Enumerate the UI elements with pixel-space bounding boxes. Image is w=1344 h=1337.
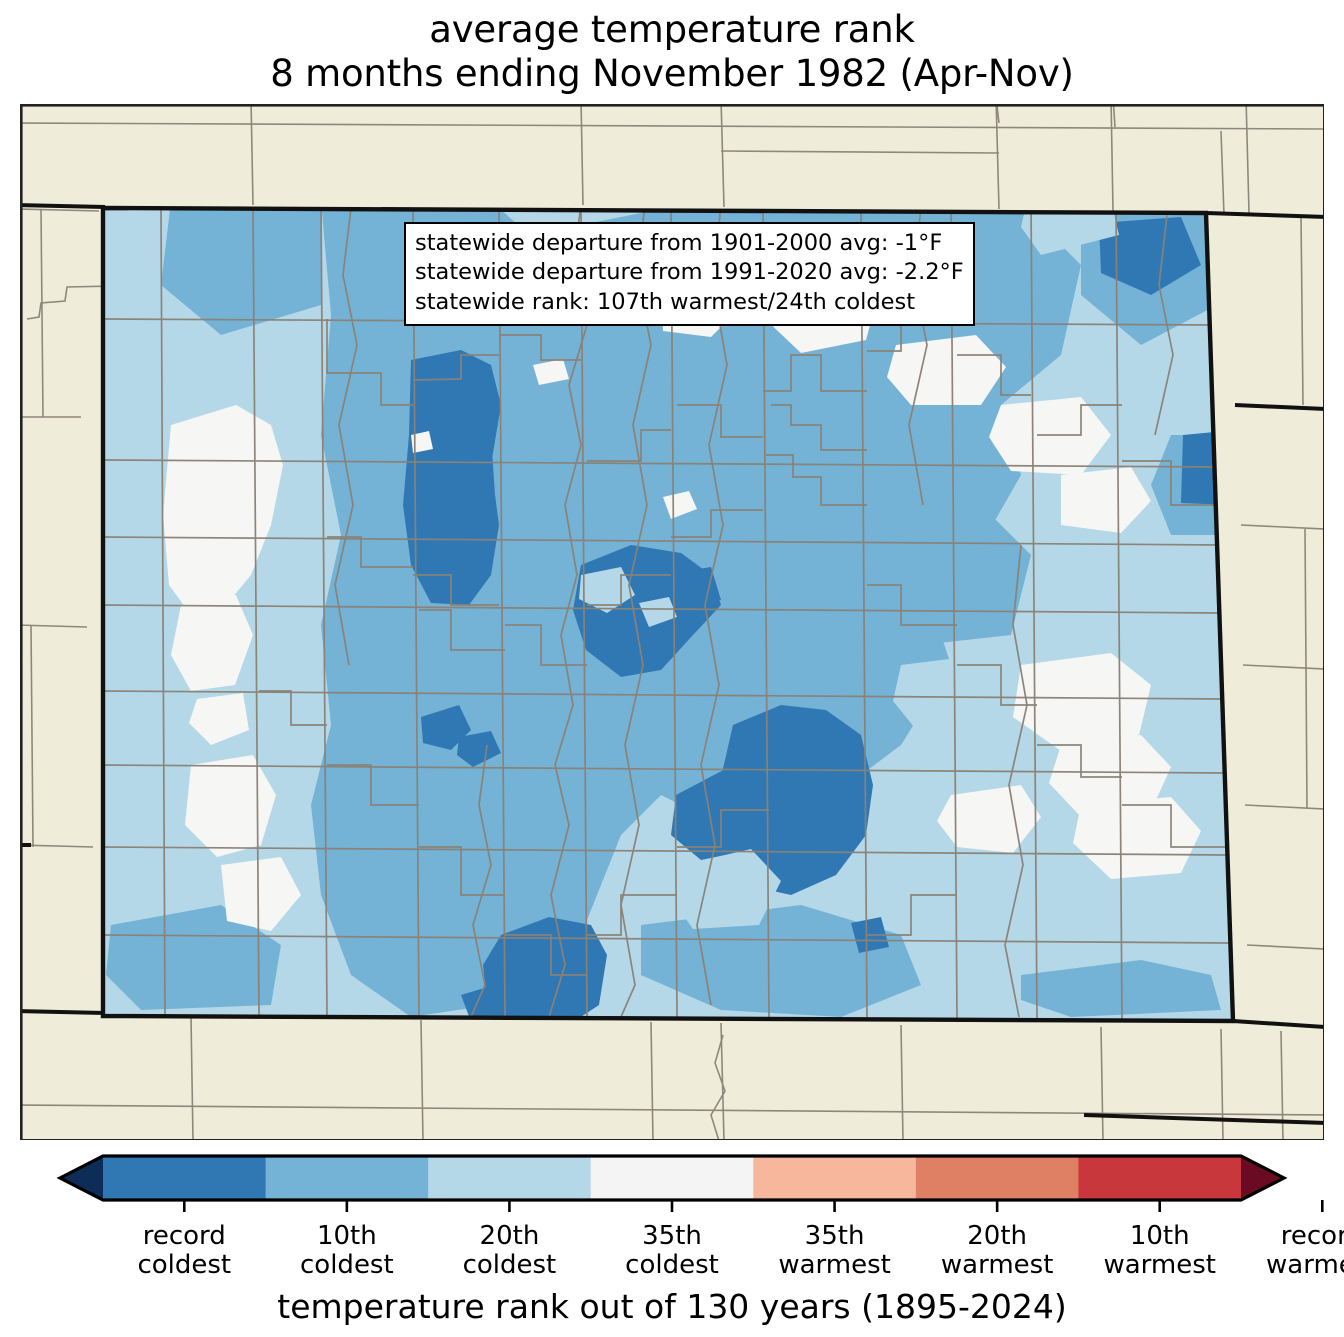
colorbar-label-6: 10th warmest xyxy=(1103,1221,1216,1281)
colorbar-caption: temperature rank out of 130 years (1895-… xyxy=(277,1287,1067,1326)
colorbar-label-top-0: record xyxy=(142,1221,226,1251)
colorbar-label-top-5: 20th xyxy=(967,1221,1028,1251)
colorbar-right-arrow xyxy=(1241,1156,1284,1200)
colorbar-label-bottom-2: coldest xyxy=(462,1250,557,1281)
colorbar-label-4: 35th warmest xyxy=(778,1221,891,1281)
colorbar-label-0: record coldest xyxy=(137,1221,232,1281)
colorbar-tick-labels: record coldest 10th coldest 20th coldest 35th c… xyxy=(0,1221,1344,1284)
colorbar-label-top-7: record xyxy=(1280,1221,1344,1251)
colorbar-label-bottom-5: warmest xyxy=(940,1250,1054,1281)
colorbar-label-3: 35th coldest xyxy=(625,1221,719,1281)
title-line-2: 8 months ending November 1982 (Apr-Nov) xyxy=(270,51,1074,95)
colorbar-band-4 xyxy=(753,1156,917,1200)
colorbar-band-2 xyxy=(428,1156,592,1200)
colorbar-band-5 xyxy=(915,1156,1080,1200)
colorbar-ticks xyxy=(182,1200,1324,1212)
colorbar-label-bottom-3: coldest xyxy=(625,1250,719,1281)
colorbar-label-bottom-1: coldest xyxy=(300,1250,394,1281)
stat-statewide-rank: statewide rank: 107th warmest/24th colde… xyxy=(415,288,916,315)
colorbar-label-2: 20th coldest xyxy=(462,1221,557,1281)
colorbar-band-0 xyxy=(103,1156,267,1200)
colorbar-label-top-3: 35th xyxy=(642,1221,702,1251)
colorbar-label-top-6: 10th xyxy=(1129,1221,1190,1251)
colorbar-label-top-4: 35th xyxy=(804,1221,865,1251)
colorbar-band-1 xyxy=(265,1156,429,1200)
colorbar[interactable] xyxy=(0,1152,1344,1212)
statewide-stats-box: statewide departure from 1901-2000 avg: … xyxy=(404,222,975,326)
colorbar-border xyxy=(56,1154,1288,1202)
colorbar-left-arrow xyxy=(60,1156,103,1200)
page-title: average temperature rank 8 months ending… xyxy=(0,8,1344,95)
colorbar-band-3 xyxy=(590,1156,754,1200)
colorbar-label-bottom-0: coldest xyxy=(137,1250,232,1281)
stat-departure-1901-2000: statewide departure from 1901-2000 avg: … xyxy=(415,230,943,256)
title-line-1: average temperature rank xyxy=(429,8,915,51)
colorbar-label-7: recordwarmest xyxy=(1266,1221,1344,1281)
rank-shading-layer xyxy=(103,208,1233,1021)
colorbar-label-bottom-7: warmest xyxy=(1266,1250,1344,1281)
colorbar-label-bottom-4: warmest xyxy=(778,1250,891,1281)
colorbar-bands xyxy=(103,1156,1242,1200)
stat-departure-1991-2020: statewide departure from 1991-2020 avg: … xyxy=(415,259,964,286)
colorbar-label-top-1: 10th xyxy=(316,1221,377,1251)
map-panel[interactable]: statewide departure from 1901-2000 avg: … xyxy=(20,104,1324,1140)
colorbar-band-6 xyxy=(1078,1156,1242,1200)
colorbar-label-top-2: 20th xyxy=(479,1221,540,1251)
colorado-state-border xyxy=(100,205,1236,1024)
colorbar-arrows xyxy=(60,1156,1284,1200)
colorbar-label-5: 20th warmest xyxy=(940,1221,1054,1281)
colorbar-label-1: 10th coldest xyxy=(300,1221,394,1281)
colorbar-label-bottom-6: warmest xyxy=(1103,1250,1216,1281)
colorbar-graphic xyxy=(56,1154,1324,1212)
colorbar-outline xyxy=(56,1154,1288,1202)
